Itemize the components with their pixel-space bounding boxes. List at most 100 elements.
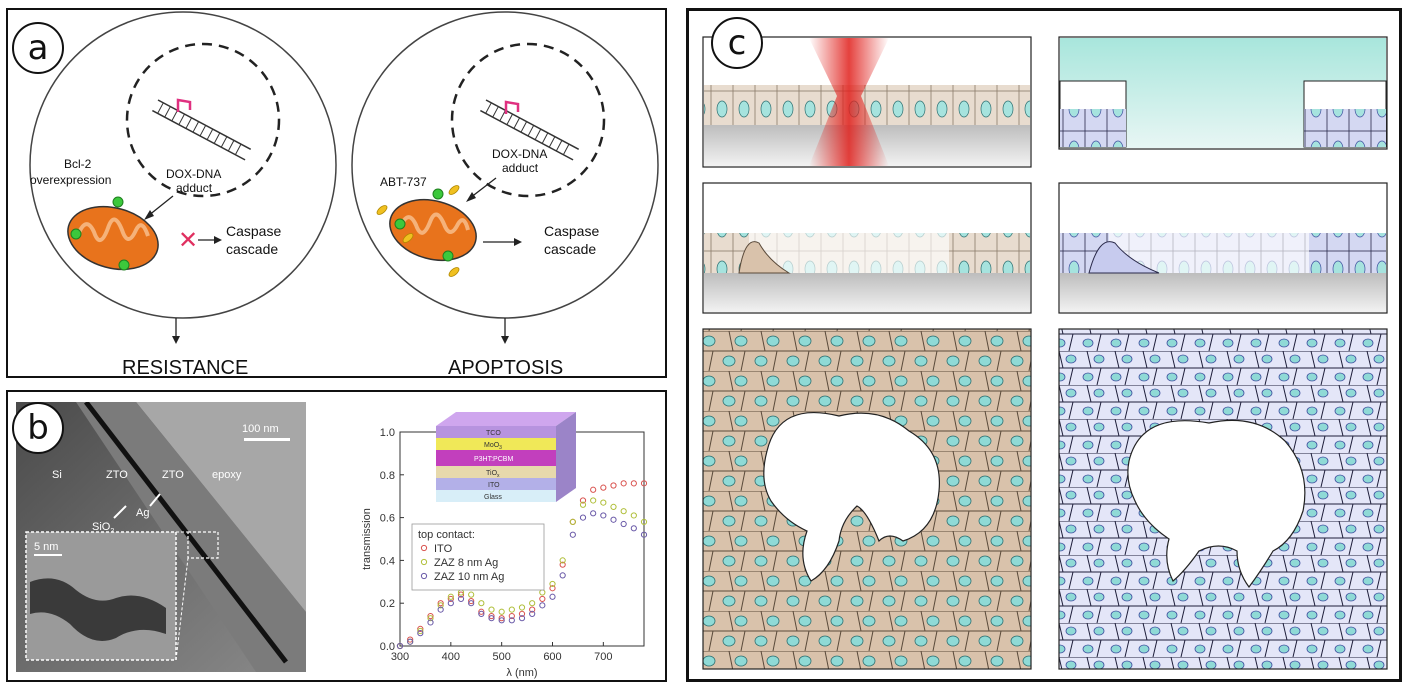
data-point xyxy=(549,593,556,600)
wound-topview-blue xyxy=(1058,328,1388,670)
stack-layer-p3ht xyxy=(436,450,556,466)
adduct-label-2: adduct xyxy=(176,181,213,195)
y-tick-label: 1.0 xyxy=(380,427,395,439)
data-point xyxy=(529,606,536,613)
dna-ladder xyxy=(480,99,580,161)
sio2-pointer xyxy=(113,505,127,519)
adduct-label-2: adduct xyxy=(502,161,539,175)
panel-c: c xyxy=(686,8,1402,682)
laser-ablation-schematic xyxy=(702,36,1032,168)
stack-label-glass: Glass xyxy=(484,494,502,501)
data-point xyxy=(590,486,597,493)
stack-side-face xyxy=(556,412,576,502)
dox-mark xyxy=(504,100,520,114)
data-point xyxy=(478,600,485,607)
data-point xyxy=(539,602,546,609)
abt737-molecules xyxy=(376,185,460,277)
dna-ladder xyxy=(152,99,252,161)
legend-marker xyxy=(420,544,428,552)
stencil-schematic xyxy=(1058,36,1388,150)
wound-area xyxy=(763,412,941,582)
mitochondrion xyxy=(389,199,477,261)
inset-scale-bar xyxy=(34,554,62,556)
x-axis-label: λ (nm) xyxy=(506,667,537,679)
caspase-label-1: Caspase xyxy=(544,223,599,239)
data-point xyxy=(579,497,587,504)
x-tick-label: 400 xyxy=(442,651,460,663)
abt737-label: ABT-737 xyxy=(380,175,427,189)
data-point xyxy=(569,531,576,538)
tem-label-zto-1: ZTO xyxy=(106,469,128,481)
data-point xyxy=(579,501,587,508)
data-point xyxy=(396,642,404,650)
chart-points xyxy=(396,480,648,650)
data-point xyxy=(600,512,607,519)
panel-letter-c: c xyxy=(711,17,763,69)
data-point xyxy=(407,638,414,645)
cell-membrane xyxy=(29,11,337,319)
nucleus-dashed xyxy=(450,42,606,198)
stack-label-p3ht: P3HT:PCBM xyxy=(474,456,513,463)
data-point xyxy=(488,606,495,613)
leading-edge-cell xyxy=(738,241,791,274)
x-tick-label: 300 xyxy=(391,651,409,663)
stack-label-tco: TCO xyxy=(486,430,501,437)
data-point xyxy=(539,595,546,603)
adduct-arrow xyxy=(147,195,174,217)
data-point xyxy=(600,484,607,491)
data-point xyxy=(508,617,515,624)
data-point xyxy=(468,591,475,598)
inset-scale-label: 5 nm xyxy=(34,541,58,553)
legend-label: ZAZ 10 nm Ag xyxy=(434,571,504,583)
data-point xyxy=(457,595,465,603)
data-point xyxy=(498,617,505,624)
data-point xyxy=(610,516,617,523)
wound-gap xyxy=(749,233,949,273)
data-point xyxy=(437,600,444,607)
tem-micrograph: 100 nm Si ZTO ZTO epoxy Ag SiO2 5 nm xyxy=(16,402,306,672)
chart-axes: 300 400 500 600 700 0.0 0.2 0.4 0.6 0.8 1.0 λ (nm) t… xyxy=(361,427,645,679)
data-point xyxy=(508,606,515,613)
data-point xyxy=(579,514,587,521)
tem-label-ag: Ag xyxy=(136,507,149,519)
data-point xyxy=(630,512,637,519)
cascade-arrowhead xyxy=(514,238,522,246)
bcl2-label-1: Bcl-2 xyxy=(64,157,92,171)
data-point xyxy=(427,619,434,626)
data-point xyxy=(518,615,526,622)
adduct-label-1: DOX-DNA xyxy=(492,147,547,161)
data-point xyxy=(417,625,424,632)
y-tick-label: 0.2 xyxy=(380,598,395,610)
y-tick-label: 0.4 xyxy=(380,555,395,567)
data-point xyxy=(457,591,465,598)
data-point xyxy=(610,503,617,511)
data-point xyxy=(508,612,515,620)
data-point xyxy=(620,520,627,528)
y-axis-label: transmission xyxy=(361,508,373,570)
wound-area xyxy=(1127,419,1306,589)
data-point xyxy=(468,597,475,605)
ag-pointer xyxy=(149,493,161,507)
cascade-arrowhead xyxy=(214,236,222,244)
data-point xyxy=(590,497,597,504)
transmission-chart: 300 400 500 600 700 0.0 0.2 0.4 0.6 0.8 1.0 λ (nm) t… xyxy=(361,412,648,679)
y-tick-label: 0.6 xyxy=(380,513,395,525)
outcome-resistance: RESISTANCE xyxy=(122,357,248,376)
data-point xyxy=(437,602,444,609)
data-point xyxy=(407,636,414,643)
inset-ag-grain xyxy=(30,578,166,641)
x-tick-label: 600 xyxy=(543,651,561,663)
panel-c-illustrations xyxy=(702,36,1388,670)
data-point xyxy=(417,627,424,635)
panel-a: DOX-DNA adduct Bcl-2 overexpression ✕ Ca… xyxy=(6,8,667,378)
bcl2-protein-dots xyxy=(70,196,130,271)
stack-top-face xyxy=(436,412,576,426)
outcome-arrowhead xyxy=(501,336,509,344)
data-point xyxy=(569,518,576,525)
data-point xyxy=(417,630,424,637)
leading-edge-cell xyxy=(1088,241,1160,274)
adduct-arrowhead xyxy=(466,192,476,202)
cell-apoptosis: DOX-DNA adduct ABT-737 Caspase cascade xyxy=(351,11,659,376)
caspase-label-2: cascade xyxy=(226,241,278,257)
legend-label: ITO xyxy=(434,543,453,555)
